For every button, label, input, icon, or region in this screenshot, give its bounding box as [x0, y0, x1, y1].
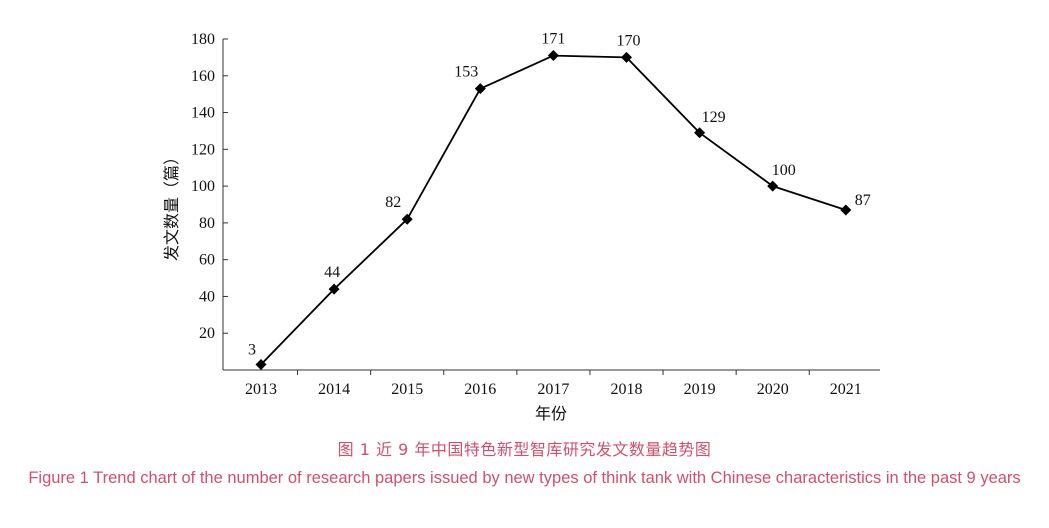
x-tick-label-2015: 2015: [391, 381, 423, 398]
x-tick-label-2020: 2020: [757, 381, 789, 398]
data-point-2014: [328, 283, 340, 295]
data-point-2013: [255, 358, 267, 370]
y-tick-label-140: 140: [191, 105, 215, 122]
y-tick-label-40: 40: [199, 288, 215, 305]
x-tick-label-2014: 2014: [318, 381, 350, 398]
data-point-2018: [621, 51, 632, 63]
figure-caption-english: Figure 1 Trend chart of the number of re…: [28, 469, 1021, 487]
y-tick-label-80: 80: [199, 215, 215, 232]
data-label-2016: 153: [454, 64, 478, 81]
x-axis: 2013 2014 2015 2016 2017 2018 2019 2020 2021: [223, 369, 880, 398]
y-tick-label-180: 180: [191, 31, 215, 48]
y-tick-label-20: 20: [199, 325, 215, 342]
y-axis: 20 40 60 80 100 120 140 160 180: [191, 31, 228, 370]
series-path: [260, 54, 847, 366]
x-tick-label-2021: 2021: [830, 381, 862, 398]
figure-caption-chinese: 图 1 近 9 年中国特色新型智库研究发文数量趋势图: [337, 440, 712, 459]
data-point-2019: [694, 127, 706, 139]
data-label-2021: 87: [855, 192, 871, 209]
data-label-2019: 129: [702, 109, 726, 126]
data-label-2020: 100: [772, 162, 796, 179]
series-line: [255, 50, 852, 370]
data-label-2014: 44: [324, 264, 340, 281]
x-tick-label-2013: 2013: [245, 381, 277, 398]
data-point-2021: [840, 204, 852, 216]
x-tick-label-2017: 2017: [537, 381, 569, 398]
data-label-2015: 82: [385, 194, 401, 211]
data-labels: 3 44 82 153 171 170 129 100 87: [248, 31, 871, 359]
y-tick-label-160: 160: [191, 68, 215, 85]
data-label-2013: 3: [248, 341, 256, 358]
y-axis-title: 发文数量（篇）: [162, 149, 181, 261]
trend-line-chart: 20 40 60 80 100 120 140 160 180 2013 2014 2015 2016…: [162, 31, 880, 423]
x-tick-label-2016: 2016: [464, 381, 496, 398]
data-label-2017: 171: [541, 31, 565, 48]
data-point-2016: [474, 83, 486, 95]
x-tick-label-2019: 2019: [684, 381, 716, 398]
y-tick-label-100: 100: [191, 178, 215, 195]
data-point-2020: [767, 180, 779, 192]
y-tick-label-120: 120: [191, 141, 215, 158]
x-axis-title: 年份: [535, 404, 567, 423]
data-point-2017: [547, 50, 559, 62]
y-tick-label-60: 60: [199, 252, 215, 269]
x-tick-label-2018: 2018: [611, 381, 643, 398]
data-point-2015: [401, 213, 413, 225]
data-label-2018: 170: [617, 32, 641, 49]
